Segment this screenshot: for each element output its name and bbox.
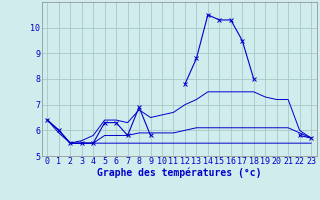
X-axis label: Graphe des températures (°c): Graphe des températures (°c) [97,168,261,178]
